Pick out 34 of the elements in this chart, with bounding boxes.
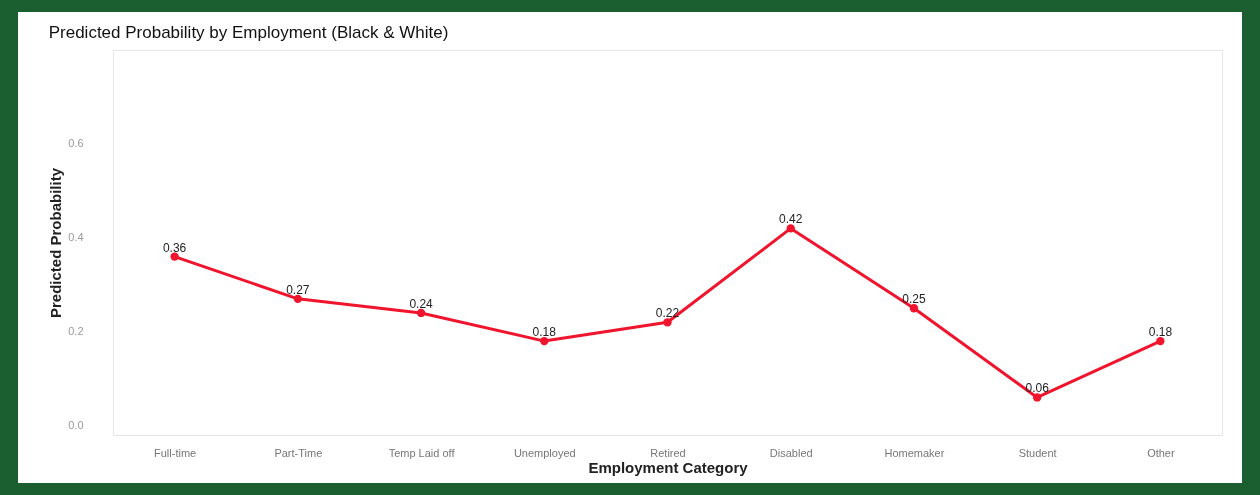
point xyxy=(663,318,672,327)
point xyxy=(909,304,919,313)
data-label: 0.18 xyxy=(1148,325,1173,340)
y-axis-title: Predicted Probability xyxy=(47,167,65,319)
point xyxy=(293,294,303,304)
data-label: 0.06 xyxy=(1025,381,1050,396)
point xyxy=(540,336,549,346)
data-label: 0.42 xyxy=(779,212,803,227)
x-tick-label: Part-Time xyxy=(274,446,323,459)
y-tick-label: 0.4 xyxy=(68,231,84,244)
data-label: 0.25 xyxy=(902,292,926,307)
data-label: 0.27 xyxy=(286,282,310,297)
x-tick-label: Unemployed xyxy=(513,446,576,459)
y-tick-label: 0.0 xyxy=(68,419,84,432)
x-tick-label: Student xyxy=(1018,446,1057,459)
x-tick-label: Full-time xyxy=(154,446,197,459)
y-tick-label: 0.6 xyxy=(68,137,84,150)
data-label: 0.36 xyxy=(162,240,187,255)
x-tick-label: Homemaker xyxy=(884,446,945,459)
point xyxy=(786,224,795,233)
y-tick-label: 0.2 xyxy=(68,325,84,338)
x-tick-label: Temp Laid off xyxy=(388,446,456,459)
chart-title: Predicted Probability by Employment (Black & White) xyxy=(48,23,449,42)
point xyxy=(1156,336,1165,346)
x-axis-title: Employment Category xyxy=(588,458,749,476)
point xyxy=(1032,393,1042,402)
point xyxy=(170,252,179,261)
data-label: 0.24 xyxy=(409,296,434,311)
x-tick-label: Disabled xyxy=(769,446,813,459)
x-tick-label: Other xyxy=(1147,446,1175,459)
x-tick-label: Retired xyxy=(650,446,686,459)
data-label: 0.18 xyxy=(532,325,557,340)
point xyxy=(416,308,426,318)
data-label: 0.22 xyxy=(655,306,680,321)
